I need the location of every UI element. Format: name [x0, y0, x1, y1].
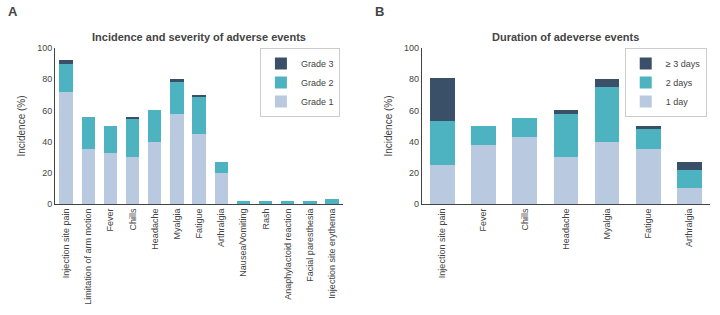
- svg-text:B: B: [375, 4, 384, 19]
- svg-text:Myalgia: Myalgia: [172, 209, 182, 240]
- svg-text:Arthralgia: Arthralgia: [684, 209, 694, 248]
- svg-text:Myalgia: Myalgia: [602, 209, 612, 240]
- svg-text:60: 60: [42, 106, 52, 116]
- svg-text:20: 20: [42, 168, 52, 178]
- svg-text:Incidence and severity of adve: Incidence and severity of adverse events: [92, 31, 306, 43]
- svg-text:60: 60: [409, 106, 419, 116]
- svg-text:0: 0: [47, 199, 52, 209]
- svg-text:Incidence (%): Incidence (%): [16, 95, 27, 156]
- svg-text:0: 0: [414, 199, 419, 209]
- svg-text:20: 20: [409, 168, 419, 178]
- svg-text:A: A: [8, 4, 18, 19]
- svg-text:Injection site pain: Injection site pain: [61, 209, 71, 279]
- svg-text:Fever: Fever: [105, 209, 115, 232]
- svg-text:2 days: 2 days: [666, 78, 693, 88]
- svg-text:Injection site pain: Injection site pain: [437, 209, 447, 279]
- svg-text:40: 40: [409, 137, 419, 147]
- svg-text:Arthralgia: Arthralgia: [216, 209, 226, 248]
- svg-text:80: 80: [42, 74, 52, 84]
- svg-text:Chills: Chills: [128, 208, 138, 231]
- svg-text:≥ 3 days: ≥ 3 days: [666, 59, 700, 69]
- svg-text:100: 100: [37, 43, 52, 53]
- svg-text:Limitation of arm motion: Limitation of arm motion: [83, 209, 93, 305]
- svg-text:Fatigue: Fatigue: [194, 209, 204, 239]
- svg-text:Nausea/Vomiting: Nausea/Vomiting: [238, 209, 248, 277]
- svg-text:Incidence (%): Incidence (%): [383, 95, 394, 156]
- svg-text:Rash: Rash: [261, 209, 271, 230]
- svg-text:Injection site erythema: Injection site erythema: [327, 209, 337, 299]
- svg-text:Chills: Chills: [520, 208, 530, 231]
- svg-text:Grade 3: Grade 3: [301, 59, 334, 69]
- svg-text:Grade 1: Grade 1: [301, 97, 334, 107]
- svg-text:Fatigue: Fatigue: [643, 209, 653, 239]
- svg-text:Fever: Fever: [478, 209, 488, 232]
- svg-text:Grade 2: Grade 2: [301, 78, 334, 88]
- svg-text:80: 80: [409, 74, 419, 84]
- svg-text:Headache: Headache: [150, 209, 160, 250]
- svg-text:40: 40: [42, 137, 52, 147]
- svg-text:Headache: Headache: [561, 209, 571, 250]
- svg-text:Duration of adeverse events: Duration of adeverse events: [492, 31, 639, 43]
- svg-text:1 day: 1 day: [666, 97, 689, 107]
- svg-text:Facial paresthesia: Facial paresthesia: [305, 209, 315, 282]
- svg-text:100: 100: [404, 43, 419, 53]
- svg-text:Anaphylactoid reaction: Anaphylactoid reaction: [283, 209, 293, 300]
